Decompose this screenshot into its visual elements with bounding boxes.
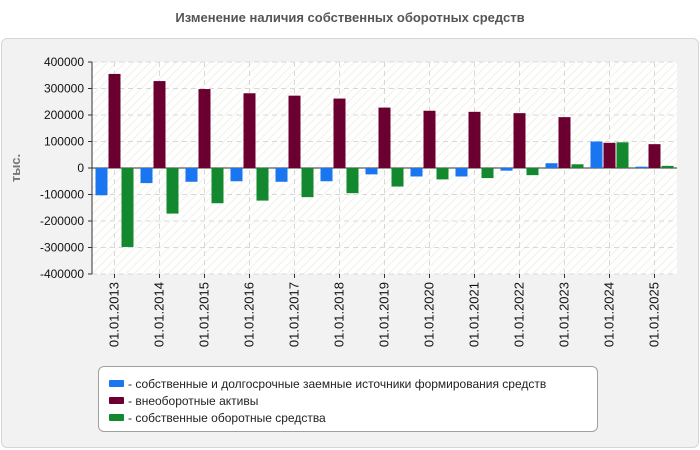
- y-tick-label: 100000: [44, 135, 84, 149]
- x-tick-label: 01.01.2016: [242, 282, 257, 347]
- bar-01.01.2021-series-0: [455, 168, 468, 177]
- legend-swatch-green: [109, 414, 124, 421]
- bar-01.01.2014-series-2: [166, 168, 179, 214]
- legend-label: - собственные и долгосрочные заемные ист…: [128, 376, 547, 391]
- bar-01.01.2020-series-1: [423, 110, 436, 168]
- y-tick-label: 0: [77, 161, 84, 175]
- x-tick-label: 01.01.2020: [422, 282, 437, 347]
- bar-01.01.2016-series-1: [243, 93, 256, 168]
- chart-title: Изменение наличия собственных оборотных …: [175, 10, 525, 25]
- legend-item-sources: - собственные и долгосрочные заемные ист…: [109, 375, 587, 392]
- bar-01.01.2014-series-1: [153, 81, 166, 168]
- bar-01.01.2015-series-0: [185, 168, 198, 182]
- x-tick-label: 01.01.2017: [287, 282, 302, 347]
- bar-01.01.2019-series-2: [391, 168, 404, 187]
- x-tick-labels: 01.01.2013 01.01.2014 01.01.2015 01.01.2016…: [107, 274, 662, 347]
- bar-01.01.2015-series-1: [198, 89, 211, 168]
- bar-01.01.2019-series-0: [365, 168, 378, 175]
- y-tick-label: -200000: [40, 214, 84, 228]
- bar-01.01.2021-series-2: [481, 168, 494, 179]
- x-tick-label: 01.01.2018: [332, 282, 347, 347]
- bar-01.01.2024-series-1: [603, 142, 616, 168]
- legend-swatch-maroon: [109, 397, 124, 404]
- bar-01.01.2018-series-0: [320, 168, 333, 182]
- y-tick-labels: 400000 300000 200000 100000 0 -100000 -200000 -…: [40, 55, 92, 281]
- bar-01.01.2022-series-2: [526, 168, 539, 176]
- x-tick-label: 01.01.2013: [107, 282, 122, 347]
- x-tick-label: 01.01.2023: [557, 282, 572, 347]
- bar-01.01.2018-series-2: [346, 168, 359, 194]
- bar-01.01.2013-series-2: [121, 168, 134, 247]
- y-axis-label: тыс.: [8, 154, 23, 182]
- bar-01.01.2020-series-2: [436, 168, 449, 180]
- y-tick-label: 300000: [44, 82, 84, 96]
- y-tick-label: -300000: [40, 241, 84, 255]
- x-tick-label: 01.01.2015: [197, 282, 212, 347]
- bar-01.01.2022-series-1: [513, 113, 526, 168]
- bar-01.01.2015-series-2: [211, 168, 224, 204]
- bar-01.01.2016-series-2: [256, 168, 269, 201]
- y-tick-label: 400000: [44, 55, 84, 69]
- bar-01.01.2023-series-0: [545, 163, 558, 168]
- bar-01.01.2024-series-0: [590, 141, 603, 168]
- y-tick-label: -100000: [40, 188, 84, 202]
- bar-01.01.2017-series-2: [301, 168, 314, 198]
- bars: [95, 73, 674, 247]
- bar-01.01.2025-series-0: [635, 166, 648, 168]
- y-tick-label: 200000: [44, 108, 84, 122]
- legend-label: - собственные оборотные средства: [128, 410, 326, 425]
- bar-01.01.2013-series-1: [108, 73, 121, 168]
- x-tick-label: 01.01.2014: [152, 282, 167, 347]
- bar-01.01.2021-series-1: [468, 111, 481, 168]
- bar-01.01.2018-series-1: [333, 98, 346, 168]
- bar-01.01.2017-series-1: [288, 95, 301, 168]
- x-tick-label: 01.01.2022: [512, 282, 527, 347]
- bar-01.01.2025-series-1: [648, 144, 661, 168]
- bar-01.01.2020-series-0: [410, 168, 423, 177]
- bar-01.01.2017-series-0: [275, 168, 288, 182]
- chart-legend: - собственные и долгосрочные заемные ист…: [98, 366, 598, 432]
- bar-01.01.2024-series-2: [616, 142, 629, 168]
- legend-item-working-capital: - собственные оборотные средства: [109, 409, 587, 426]
- y-tick-label: -400000: [40, 267, 84, 281]
- bar-01.01.2013-series-0: [95, 168, 108, 196]
- bar-01.01.2016-series-0: [230, 168, 243, 182]
- legend-item-fixed-assets: - внеоборотные активы: [109, 392, 587, 409]
- x-tick-label: 01.01.2024: [602, 282, 617, 347]
- x-tick-label: 01.01.2021: [467, 282, 482, 347]
- legend-label: - внеоборотные активы: [128, 393, 259, 408]
- legend-swatch-blue: [109, 380, 124, 387]
- x-tick-label: 01.01.2025: [647, 282, 662, 347]
- bar-01.01.2022-series-0: [500, 168, 513, 171]
- bar-01.01.2023-series-2: [571, 164, 584, 168]
- bar-01.01.2019-series-1: [378, 107, 391, 168]
- bar-01.01.2023-series-1: [558, 117, 571, 168]
- x-tick-label: 01.01.2019: [377, 282, 392, 347]
- bar-01.01.2014-series-0: [140, 168, 153, 184]
- bar-01.01.2025-series-2: [661, 165, 674, 168]
